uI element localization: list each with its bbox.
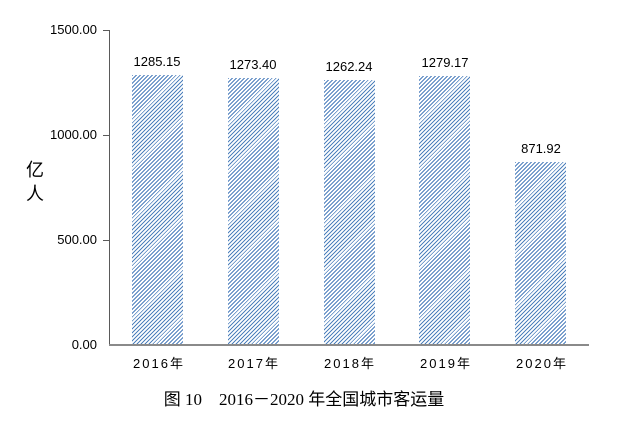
bar-value-label: 1273.40	[229, 57, 277, 72]
x-axis-tick-label: 2019年	[420, 356, 472, 371]
y-axis-tick-label: 1000.00	[50, 127, 97, 142]
y-axis-tick-mark	[103, 30, 109, 31]
bar-2016年	[132, 75, 183, 345]
bar-2020年	[515, 162, 566, 345]
bar-value-label: 1262.24	[325, 59, 373, 74]
y-axis-tick-label: 0.00	[71, 337, 97, 352]
y-axis-title: 亿人	[26, 160, 44, 204]
bar-2018年	[324, 80, 375, 345]
y-axis-tick-label: 500.00	[57, 232, 97, 247]
x-axis-tick-label: 2020年	[516, 356, 568, 371]
bar-2017年	[228, 78, 279, 345]
x-axis-tick-label: 2017年	[228, 356, 280, 371]
y-axis-tick-mark	[103, 135, 109, 136]
bar-2019年	[419, 76, 470, 345]
y-axis-tick-label: 1500.00	[50, 22, 97, 37]
bar-value-label: 871.92	[521, 141, 561, 156]
x-axis-tick-label: 2016年	[133, 356, 185, 371]
x-axis-tick-label: 2018年	[324, 356, 376, 371]
y-axis-line	[109, 30, 110, 345]
y-axis-tick-mark	[103, 240, 109, 241]
figure-caption: 图 10 2016－2020 年全国城市客运量	[163, 390, 445, 409]
bar-value-label: 1285.15	[133, 54, 181, 69]
x-axis-line	[109, 344, 589, 346]
bar-value-label: 1279.17	[421, 55, 469, 70]
